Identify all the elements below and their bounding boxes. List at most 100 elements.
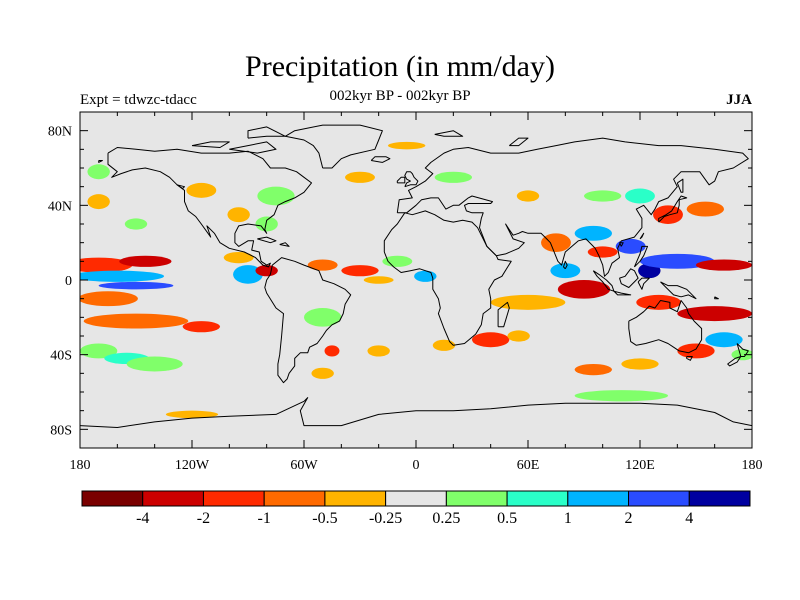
anomaly-patch	[80, 291, 138, 307]
y-tick-label: 0	[65, 274, 72, 289]
x-tick-label: 120E	[625, 458, 655, 473]
coastline	[404, 171, 419, 188]
anomaly-patch	[119, 255, 172, 267]
anomaly-patch	[227, 207, 250, 223]
anomaly-patch	[80, 270, 164, 282]
anomaly-patch	[80, 343, 118, 359]
anomaly-patch	[584, 190, 622, 202]
anomaly-patch	[574, 225, 612, 241]
coastline	[727, 356, 742, 367]
colorbar-label: -0.25	[369, 510, 402, 527]
anomaly-patch	[126, 356, 183, 372]
coastline	[676, 178, 684, 193]
coastline	[658, 195, 688, 223]
colorbar-label: -2	[197, 510, 210, 527]
coastline	[613, 290, 632, 296]
colorbar-label: -0.5	[312, 510, 337, 527]
colorbar-box	[263, 490, 326, 507]
anomaly-patch	[490, 294, 566, 310]
colorbar-box	[567, 490, 630, 507]
coastlines	[80, 124, 752, 428]
anomaly-patch	[186, 182, 217, 198]
anomaly-patch	[80, 257, 133, 273]
anomaly-patch	[257, 186, 295, 206]
coastline	[637, 277, 650, 290]
coastline	[247, 126, 286, 139]
y-tick-label: 80S	[50, 423, 72, 438]
colorbar-box	[385, 490, 447, 507]
anomaly-patch	[574, 364, 612, 376]
x-tick-label: 60W	[290, 458, 318, 473]
anomaly-patch	[432, 339, 456, 351]
coastline	[434, 130, 464, 137]
anomaly-patch	[87, 194, 110, 210]
coastline	[660, 281, 697, 300]
anomaly-patch	[311, 367, 334, 379]
coastline	[497, 301, 510, 328]
anomaly-patch	[541, 233, 571, 253]
x-tick-label: 180	[70, 458, 91, 473]
anomaly-patch	[615, 238, 646, 254]
plot-subtitle: 002kyr BP - 002kyr BP	[329, 88, 471, 104]
anomaly-patch	[307, 259, 338, 271]
colorbar-box	[81, 490, 144, 507]
anomaly-patch	[255, 265, 278, 277]
coastline	[619, 268, 639, 288]
coastline	[619, 242, 624, 247]
axis-ticks: 180 120W 60W 0 60E 120E 180 80N 40N 0 40S 80S	[48, 112, 763, 473]
x-tick-label: 120W	[175, 458, 210, 473]
coastline	[229, 141, 277, 154]
colorbar-box	[506, 490, 569, 507]
colorbar-label: 2	[625, 510, 633, 527]
x-tick-label: 0	[413, 458, 420, 473]
anomaly-patch	[550, 263, 581, 279]
colorbar-box	[202, 490, 265, 507]
colorbar-label: 0.5	[497, 510, 517, 527]
anomaly-patch	[345, 171, 375, 183]
coastline	[396, 176, 406, 184]
anomaly-patch	[434, 171, 473, 183]
y-tick-label: 40S	[50, 349, 72, 364]
coastline	[191, 141, 230, 148]
coastline	[563, 260, 568, 270]
anomaly-patch	[341, 265, 379, 277]
coastline	[98, 160, 103, 163]
anomaly-patch	[696, 259, 752, 271]
anomaly-patch	[182, 321, 220, 333]
anomaly-patch	[382, 255, 413, 267]
colorbar-label: 1	[564, 510, 572, 527]
anomaly-patch	[705, 332, 743, 348]
anomaly-patch	[557, 280, 611, 299]
coastline	[639, 232, 645, 240]
coastline	[264, 257, 352, 384]
x-tick-label: 60E	[517, 458, 540, 473]
colorbar-box	[324, 490, 387, 507]
anomaly-patch	[507, 330, 530, 342]
coastline	[633, 245, 648, 268]
anomaly-patches	[80, 141, 752, 419]
anomaly-patch	[223, 252, 254, 264]
coastline	[714, 296, 719, 300]
colorbar-label: -4	[136, 510, 149, 527]
colorbar: -4 -2 -1 -0.5 -0.25 0.25 0.5 1 2 4	[81, 490, 751, 527]
anomaly-patch	[686, 201, 724, 217]
coastline	[176, 184, 185, 189]
experiment-label: Expt = tdwzc-tdacc	[80, 92, 197, 108]
map-panel: 180 120W 60W 0 60E 120E 180 80N 40N 0 40S 80S	[48, 111, 763, 473]
coastline	[80, 397, 752, 428]
anomaly-patch	[255, 216, 278, 232]
season-label: JJA	[726, 92, 752, 108]
anomaly-patch	[363, 276, 394, 284]
anomaly-patch	[165, 410, 219, 419]
anomaly-patch	[124, 218, 148, 230]
anomaly-patch	[574, 390, 668, 402]
anomaly-patch	[587, 246, 618, 258]
colorbar-box	[688, 490, 751, 507]
coastline	[396, 137, 749, 277]
anomaly-patch	[87, 164, 110, 180]
anomaly-patch	[653, 205, 683, 225]
anomaly-patch	[621, 358, 659, 370]
colorbar-label: 4	[685, 510, 693, 527]
colorbar-box	[445, 490, 508, 507]
